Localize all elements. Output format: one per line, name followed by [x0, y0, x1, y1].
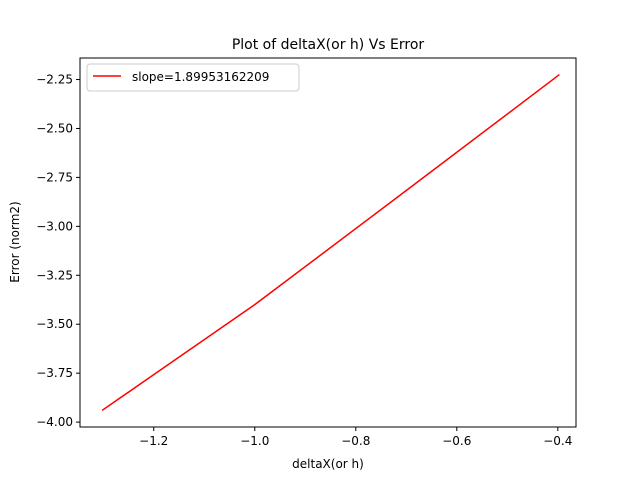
y-axis-label: Error (norm2) — [8, 201, 22, 282]
axes-background — [80, 58, 576, 427]
y-tick-label: −2.25 — [36, 73, 73, 87]
x-tick-label: −0.8 — [341, 434, 370, 448]
y-tick-label: −3.50 — [36, 317, 73, 331]
x-axis-label: deltaX(or h) — [292, 457, 364, 471]
y-tick-label: −3.25 — [36, 268, 73, 282]
axes-frame — [79, 57, 577, 428]
y-tick-label: −4.00 — [36, 415, 73, 429]
x-tick-label: −1.2 — [139, 434, 168, 448]
x-tick-label: −0.6 — [442, 434, 471, 448]
y-tick-label: −2.75 — [36, 170, 73, 184]
series-layer — [101, 73, 560, 412]
x-tick-label: −1.0 — [240, 434, 269, 448]
x-tick-label: −0.4 — [543, 434, 572, 448]
y-tick-label: −3.75 — [36, 366, 73, 380]
plot-area: −1.2 −1.0 −0.8 −0.6 −0.4 −4.00 −3.75 −3.50 −3.2… — [36, 57, 577, 448]
y-tick-label: −3.00 — [36, 219, 73, 233]
legend: slope=1.89953162209 — [86, 63, 300, 92]
legend-entry-label: slope=1.89953162209 — [132, 70, 269, 84]
y-axis-ticks: −4.00 −3.75 −3.50 −3.25 −3.00 −2.75 −2.50 −2.25 — [36, 73, 80, 429]
series-line-0 — [101, 73, 560, 412]
legend-box — [86, 63, 300, 92]
x-axis-ticks: −1.2 −1.0 −0.8 −0.6 −0.4 — [139, 427, 572, 448]
axes-spines — [79, 57, 577, 428]
y-tick-label: −2.50 — [36, 121, 73, 135]
chart-title: Plot of deltaX(or h) Vs Error — [232, 37, 425, 53]
